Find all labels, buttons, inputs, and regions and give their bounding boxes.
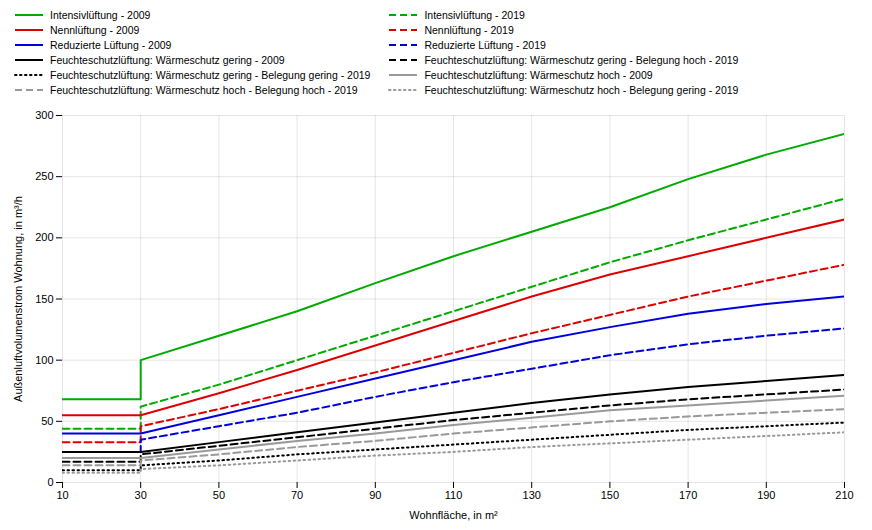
html-text:Feuchteschutzlüftung: Wärmesch: Feuchteschutzlüftung: Wärmeschutz hoch -… — [424, 69, 653, 81]
svg-text:30: 30 — [135, 489, 147, 501]
html-text:Nennlüftung - 2019: Nennlüftung - 2019 — [424, 24, 514, 36]
html-text:Nennlüftung - 2009: Nennlüftung - 2009 — [50, 24, 140, 36]
svg-text:200: 200 — [35, 231, 53, 243]
html-text:Intensivlüftung - 2019: Intensivlüftung - 2019 — [424, 9, 525, 21]
svg-text:190: 190 — [757, 489, 775, 501]
html-text:Feuchteschutzlüftung: Wärmesch: Feuchteschutzlüftung: Wärmeschutz gering… — [424, 54, 739, 66]
html-text:Reduzierte Lüftung - 2009: Reduzierte Lüftung - 2009 — [50, 39, 172, 51]
svg-text:Außenluftvolumenstrom Wohnung,: Außenluftvolumenstrom Wohnung, in m³/h — [12, 196, 24, 402]
svg-text:150: 150 — [601, 489, 619, 501]
svg-text:100: 100 — [35, 354, 53, 366]
svg-text:50: 50 — [41, 415, 53, 427]
svg-text:50: 50 — [213, 489, 225, 501]
svg-text:170: 170 — [679, 489, 697, 501]
html-text:Feuchteschutzlüftung: Wärmesch: Feuchteschutzlüftung: Wärmeschutz hoch -… — [50, 84, 358, 96]
svg-text:10: 10 — [56, 489, 68, 501]
html-text:Feuchteschutzlüftung: Wärmesch: Feuchteschutzlüftung: Wärmeschutz hoch -… — [424, 84, 739, 96]
html-text:Feuchteschutzlüftung: Wärmesch: Feuchteschutzlüftung: Wärmeschutz gering… — [50, 69, 371, 81]
svg-text:150: 150 — [35, 293, 53, 305]
svg-text:70: 70 — [291, 489, 303, 501]
svg-text:110: 110 — [445, 489, 463, 501]
svg-text:250: 250 — [35, 170, 53, 182]
html-text:Intensivlüftung - 2009: Intensivlüftung - 2009 — [50, 9, 151, 21]
svg-text:0: 0 — [47, 476, 53, 488]
svg-text:210: 210 — [835, 489, 853, 501]
html-text:Feuchteschutzlüftung: Wärmesch: Feuchteschutzlüftung: Wärmeschutz gering… — [50, 54, 285, 66]
svg-text:90: 90 — [369, 489, 381, 501]
svg-text:130: 130 — [523, 489, 541, 501]
svg-text:Wohnfläche, in m²: Wohnfläche, in m² — [409, 509, 498, 521]
html-text:Reduzierte Lüftung - 2019: Reduzierte Lüftung - 2019 — [424, 39, 546, 51]
svg-text:300: 300 — [35, 109, 53, 121]
